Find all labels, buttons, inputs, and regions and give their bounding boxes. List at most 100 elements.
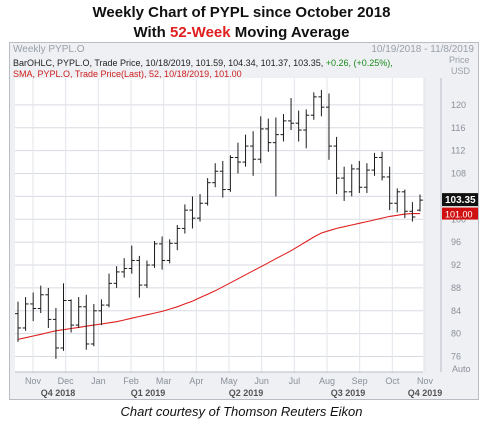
- ohlc-bar: [234, 142, 241, 174]
- x-tick-label: Jul: [289, 376, 301, 386]
- ohlc-bar: [371, 152, 378, 176]
- quarter-label: Q3 2019: [331, 388, 366, 398]
- y-tick-label: 92: [451, 260, 461, 270]
- ohlc-bar: [37, 285, 44, 314]
- y-tick-label: 120: [451, 100, 466, 110]
- y-tick-label: 80: [451, 329, 461, 339]
- subtitle-post: Moving Average: [230, 24, 350, 41]
- chart-subtitle: With 52-Week Moving Average: [0, 24, 483, 41]
- ohlc-bar: [219, 160, 226, 198]
- ohlc-bar: [151, 241, 158, 268]
- ohlc-bar: [83, 294, 90, 350]
- y-tick-label: 112: [451, 146, 465, 156]
- price-axis-label: Price: [449, 55, 470, 65]
- subtitle-highlight: 52-Week: [170, 24, 231, 41]
- ohlc-bar: [341, 166, 348, 201]
- ohlc-bar: [212, 163, 219, 188]
- ohlc-bar: [325, 93, 332, 160]
- ohlc-bar: [295, 110, 302, 142]
- ohlc-bar: [303, 109, 310, 149]
- x-tick-label: Nov: [25, 376, 42, 386]
- y-tick-label: 88: [451, 283, 461, 293]
- x-tick-label: Dec: [58, 376, 75, 386]
- ohlc-legend-text: BarOHLC, PYPL.O, Trade Price, 10/18/2019…: [13, 58, 324, 68]
- ohlc-bar: [250, 131, 257, 176]
- ohlc-bar: [379, 151, 386, 181]
- x-tick-label: Jan: [91, 376, 106, 386]
- ohlc-bar: [90, 303, 97, 347]
- ohlc-bar: [356, 160, 363, 193]
- ohlc-bar: [174, 225, 181, 251]
- last-price-badge-bg: [442, 193, 478, 207]
- ohlc-bar: [189, 196, 196, 229]
- y-tick-label: 76: [451, 352, 461, 362]
- ohlc-bar: [106, 273, 113, 308]
- ohlc-bar: [242, 134, 249, 167]
- chart-caption: Chart courtesy of Thomson Reuters Eikon: [120, 404, 363, 419]
- y-tick-label: 116: [451, 123, 465, 133]
- y-tick-label: 96: [451, 237, 461, 247]
- currency-axis-label: USD: [451, 66, 471, 76]
- x-tick-label: Oct: [385, 376, 400, 386]
- ohlc-bar: [363, 163, 370, 193]
- ohlc-bar: [159, 236, 166, 270]
- last-price-badge: 103.35: [442, 193, 478, 207]
- quarter-label: Q1 2019: [131, 388, 166, 398]
- ohlc-bar: [128, 245, 135, 274]
- ohlc-bar: [318, 90, 325, 117]
- subtitle-pre: With: [133, 24, 170, 41]
- y-tick-label: 108: [451, 169, 466, 179]
- chart-title: Weekly Chart of PYPL since October 2018: [92, 4, 391, 21]
- ohlc-bar: [280, 114, 287, 142]
- ohlc-legend-change: +0.26, (+0.25%),: [323, 58, 393, 68]
- auto-scale-label: Auto: [452, 364, 471, 374]
- sma-badge-text: 101.00: [445, 210, 473, 220]
- ohlc-bar: [22, 297, 29, 331]
- ohlc-bar: [409, 202, 416, 222]
- ohlc-bar: [348, 164, 355, 197]
- sma-badge-bg: [442, 207, 478, 220]
- date-range: 10/19/2018 - 11/8/2019: [371, 44, 474, 55]
- ohlc-bar: [257, 116, 264, 164]
- plot-area: [15, 78, 423, 372]
- ohlc-bar: [136, 255, 143, 298]
- ohlc-bar: [143, 260, 150, 288]
- sma-line: [17, 213, 420, 340]
- sma-legend: SMA, PYPL.O, Trade Price(Last), 52, 10/1…: [13, 69, 242, 79]
- ohlc-bar: [15, 301, 21, 342]
- ohlc-bar: [68, 299, 75, 333]
- x-tick-label: Nov: [417, 376, 434, 386]
- ohlc-bar: [265, 118, 272, 152]
- x-tick-label: May: [220, 376, 238, 386]
- ohlc-bar: [288, 98, 295, 131]
- x-tick-label: Feb: [123, 376, 139, 386]
- ohlc-bar: [401, 189, 408, 219]
- ohlc-bar: [60, 283, 67, 351]
- ohlc-bar: [45, 287, 52, 328]
- ohlc-bar: [30, 292, 37, 322]
- ohlc-bar: [113, 266, 120, 288]
- ohlc-bar: [121, 258, 128, 278]
- ohlc-bar: [197, 194, 204, 222]
- ohlc-bar: [227, 155, 234, 192]
- ohlc-bar: [98, 299, 105, 326]
- quarter-label: Q2 2019: [229, 388, 264, 398]
- quarter-label: Q4 2019: [408, 388, 443, 398]
- ohlc-bar: [333, 136, 340, 195]
- x-tick-label: Sep: [352, 376, 368, 386]
- ohlc-bar: [310, 92, 317, 120]
- ohlc-bar: [181, 204, 188, 234]
- y-tick-label: 84: [451, 306, 461, 316]
- ohlc-bar: [166, 239, 173, 264]
- ohlc-legend: BarOHLC, PYPL.O, Trade Price, 10/18/2019…: [13, 58, 393, 68]
- x-tick-label: Jun: [254, 376, 269, 386]
- ohlc-bar: [417, 194, 423, 212]
- x-tick-label: Apr: [189, 376, 203, 386]
- ohlc-bar: [75, 297, 82, 328]
- ohlc-bar: [386, 166, 393, 211]
- x-tick-label: Mar: [156, 376, 172, 386]
- ohlc-bar: [204, 178, 211, 206]
- quarter-label: Q4 2018: [41, 388, 76, 398]
- panel-name: Weekly PYPL.O: [13, 44, 85, 55]
